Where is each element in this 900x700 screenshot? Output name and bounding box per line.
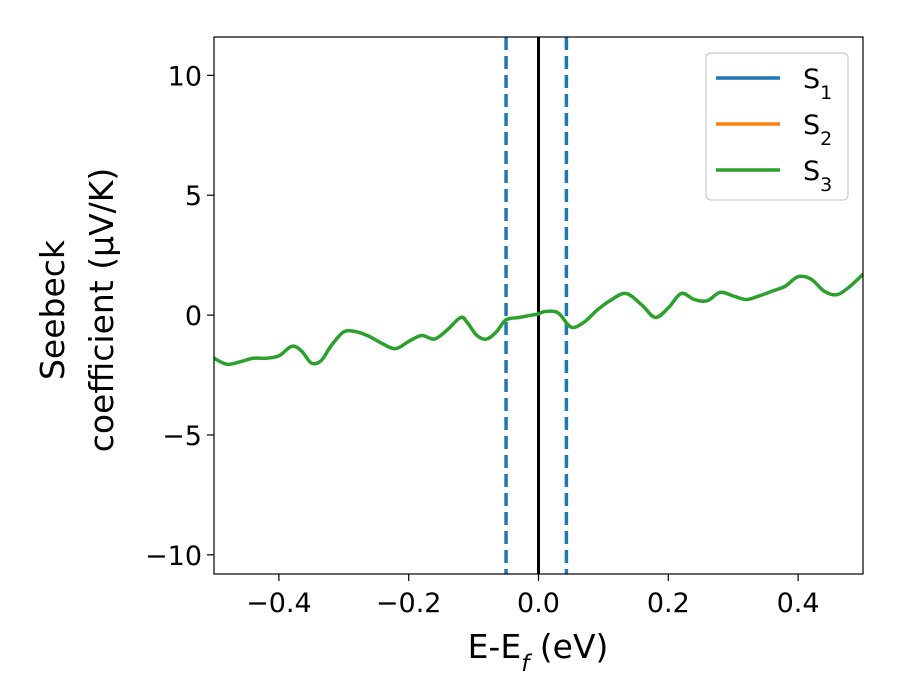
y-axis-label-line1: Seebeck xyxy=(33,239,72,380)
x-tick-label: 0.4 xyxy=(777,588,820,619)
legend: S1 S2 S3 xyxy=(705,52,849,201)
x-axis-label-sub: f xyxy=(521,651,532,677)
legend-label-2: S2 xyxy=(803,110,832,150)
y-tick-label: 0 xyxy=(185,301,202,332)
x-tick-label: 0.2 xyxy=(647,588,690,619)
y-tick-label: −5 xyxy=(162,421,202,452)
y-tick-label: 10 xyxy=(168,61,202,92)
y-axis-ticks: −10 −5 0 5 10 xyxy=(145,61,214,572)
legend-frame xyxy=(705,52,849,201)
series-layer xyxy=(214,272,863,367)
y-tick-label: −10 xyxy=(145,541,202,572)
x-tick-label: 0.0 xyxy=(517,588,560,619)
x-tick-label: −0.4 xyxy=(246,588,312,619)
legend-label-1: S1 xyxy=(803,64,832,104)
series-line-3 xyxy=(214,272,863,367)
reference-lines xyxy=(504,37,569,574)
y-tick-label: 5 xyxy=(185,181,202,212)
x-axis-label: E-Ef (eV) xyxy=(468,627,609,677)
legend-label-3: S3 xyxy=(803,156,832,196)
x-tick-label: −0.2 xyxy=(376,588,442,619)
x-axis-ticks: −0.4 −0.2 0.0 0.2 0.4 xyxy=(246,574,820,619)
y-axis-label-line2: coefficient (μV/K) xyxy=(82,168,121,453)
x-axis-label-unit: (eV) xyxy=(529,627,608,666)
